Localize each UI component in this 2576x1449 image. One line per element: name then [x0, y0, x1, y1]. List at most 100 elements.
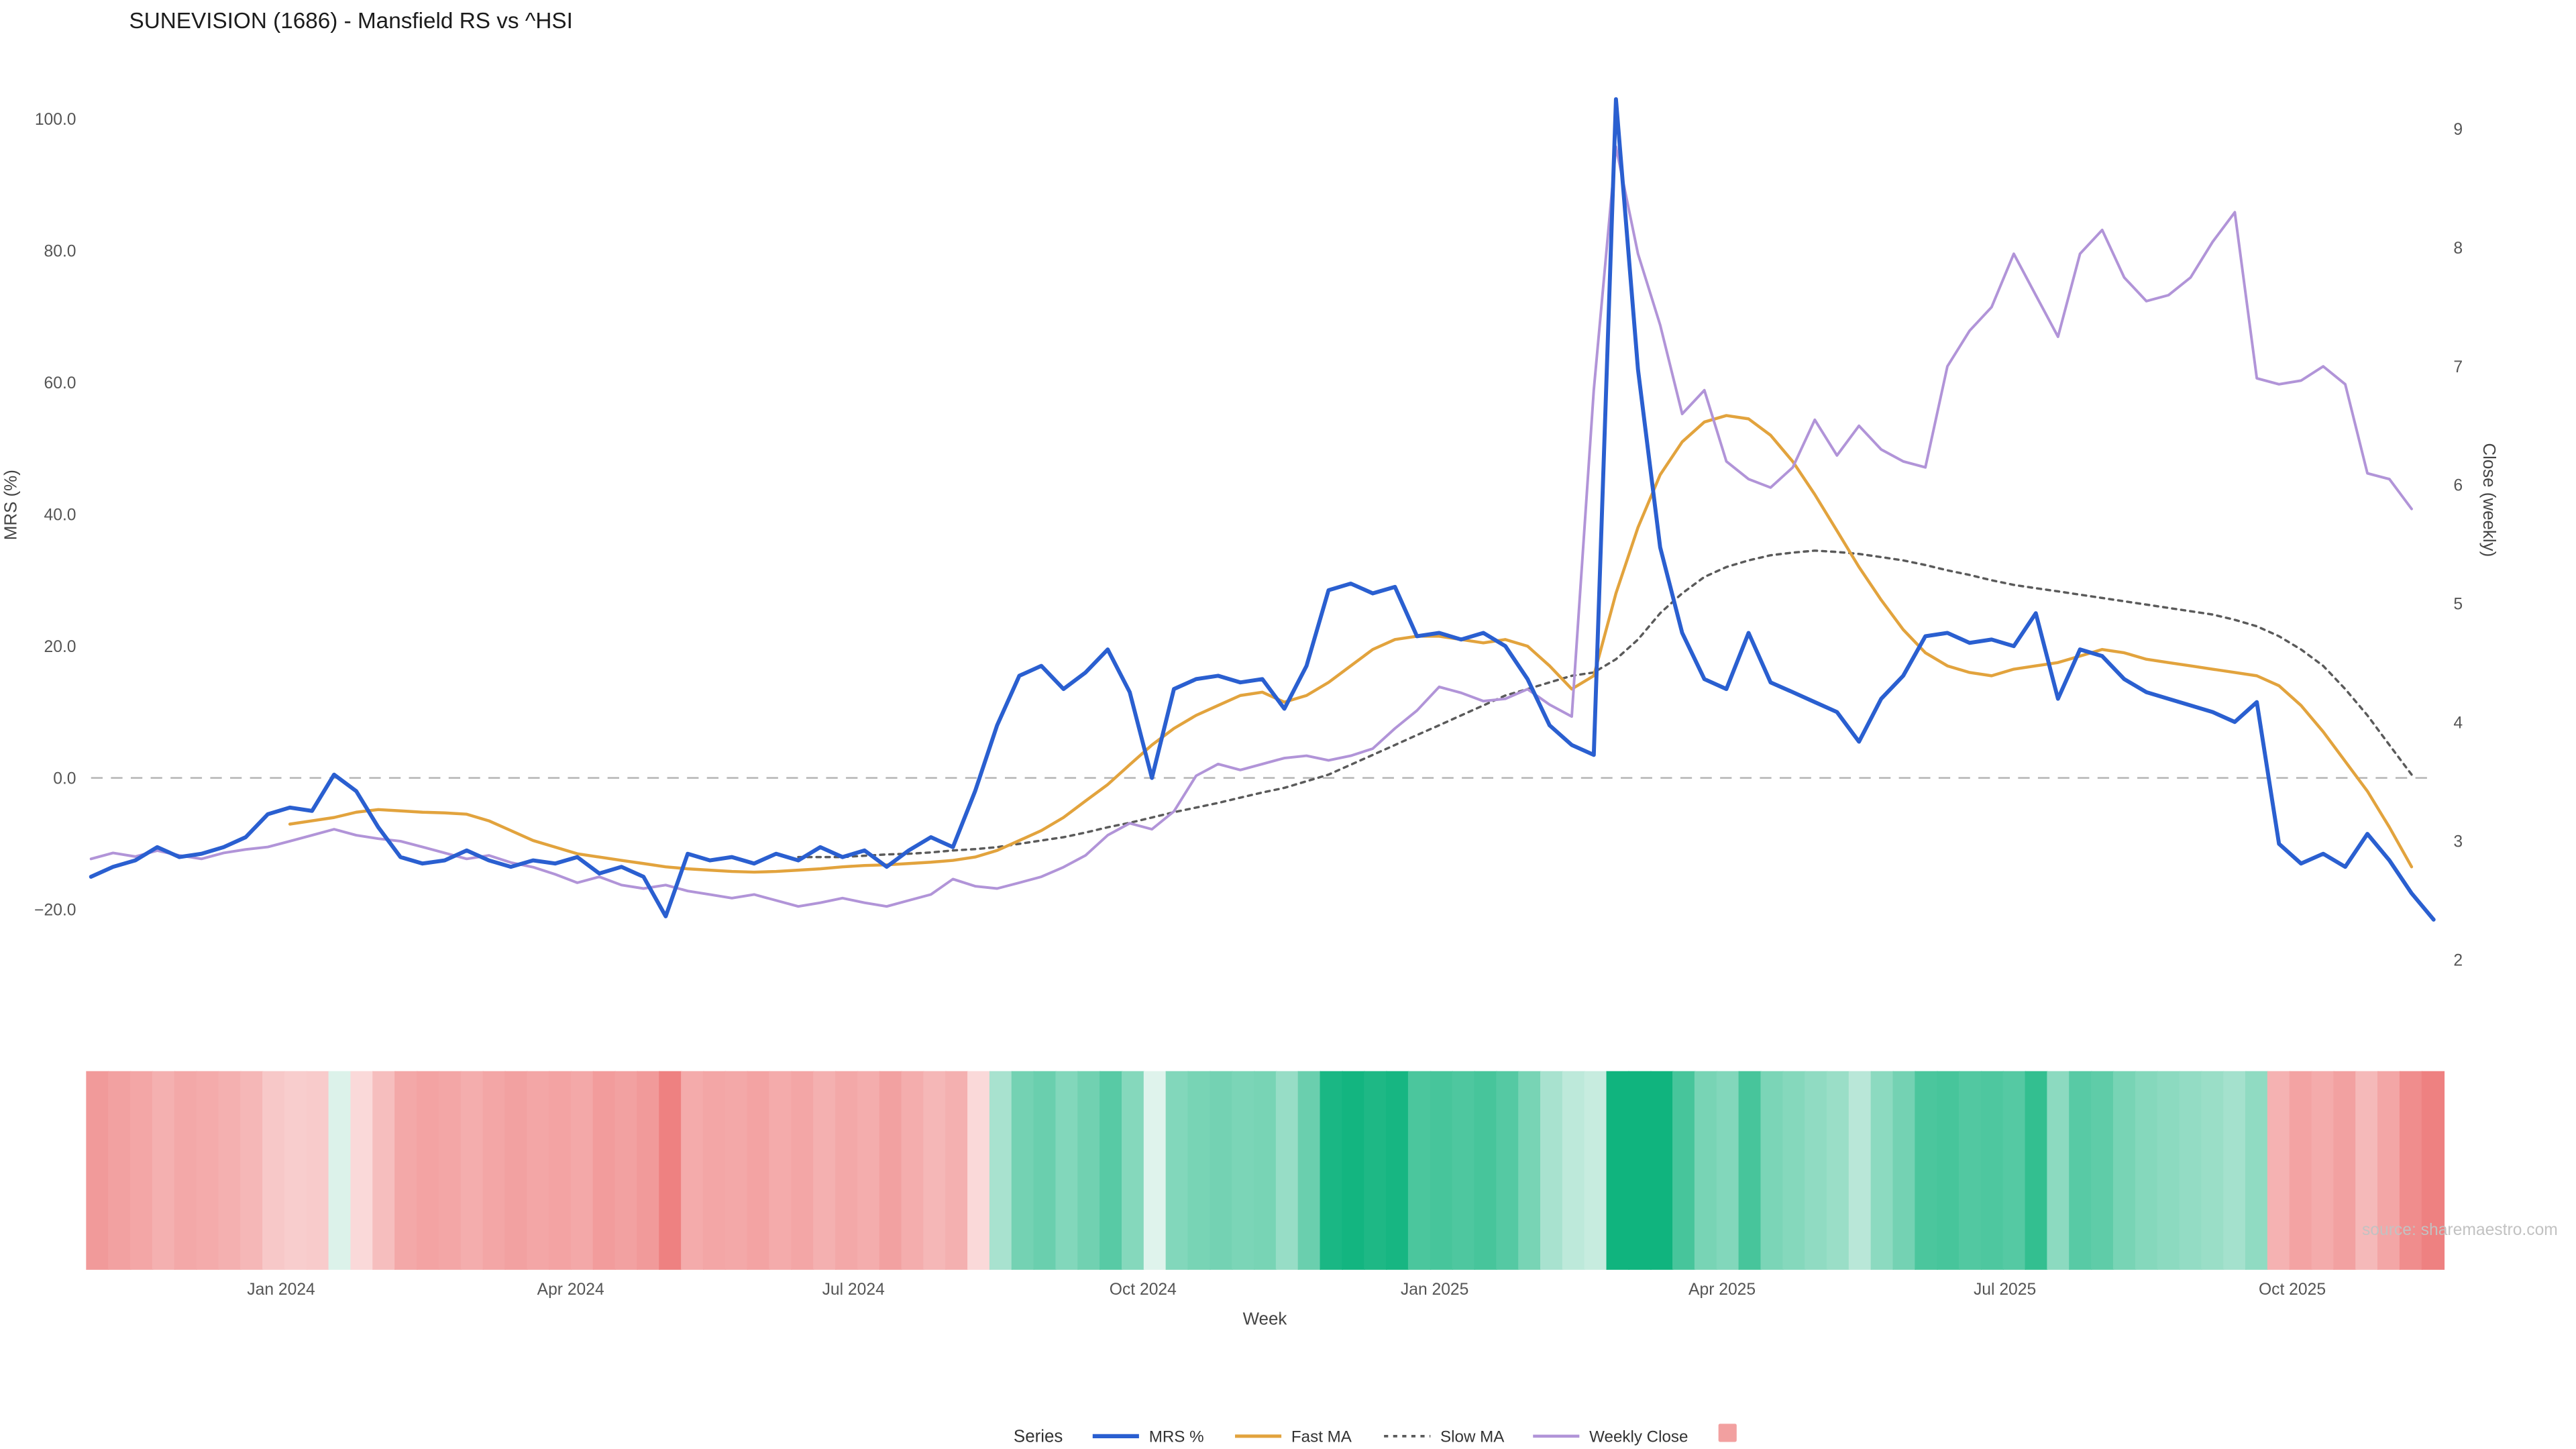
- heatmap-cell: [1672, 1071, 1696, 1270]
- x-tick-label: Jul 2024: [822, 1281, 885, 1299]
- heatmap-cell: [240, 1071, 264, 1270]
- heatmap-cell: [702, 1071, 727, 1270]
- heatmap-cell: [1210, 1071, 1233, 1270]
- y-right-tick-label: 2: [2453, 951, 2463, 969]
- slow-ma-line: [797, 549, 2413, 859]
- y-left-tick-label: −20.0: [34, 902, 76, 920]
- heatmap-cell: [2201, 1071, 2224, 1270]
- heatmap-cell: [152, 1071, 176, 1270]
- y-left-tick-label: 0.0: [53, 769, 76, 788]
- heatmap-cell: [1892, 1071, 1916, 1270]
- heatmap-cell: [1738, 1071, 1762, 1270]
- chart-title: SUNEVISION (1686) - Mansfield RS vs ^HSI: [129, 9, 572, 34]
- heatmap-cell: [1540, 1071, 1564, 1270]
- heatmap-cell: [1099, 1071, 1123, 1270]
- heatmap-cell: [2091, 1071, 2114, 1270]
- heatmap-cell: [306, 1071, 330, 1270]
- heatmap-cell: [2399, 1071, 2423, 1270]
- fast-ma-line: [288, 414, 2414, 874]
- heatmap-cell: [769, 1071, 792, 1270]
- heatmap-cell: [1562, 1071, 1586, 1270]
- heatmap-cell: [1496, 1071, 1519, 1270]
- heatmap-cell: [1033, 1071, 1057, 1270]
- heatmap-cell: [1055, 1071, 1079, 1270]
- y-left-tick-label: 80.0: [44, 243, 76, 261]
- heatmap-cell: [394, 1071, 418, 1270]
- y-right-tick-label: 3: [2453, 833, 2463, 851]
- heatmap-cell: [2267, 1071, 2291, 1270]
- heatmap-cell: [130, 1071, 154, 1270]
- heatmap-cell: [549, 1071, 572, 1270]
- heatmap-cell: [570, 1071, 594, 1270]
- heatmap-cell: [1474, 1071, 1497, 1270]
- heatmap-cell: [1915, 1071, 1938, 1270]
- heatmap-cell: [2047, 1071, 2070, 1270]
- heatmap-cell: [2135, 1071, 2159, 1270]
- mrs-line: [89, 97, 2436, 922]
- heatmap-cell: [2002, 1071, 2027, 1270]
- y-left-tick-labels: 100.0 80.0 60.0 40.0 20.0 0.0 −20.0: [34, 111, 76, 920]
- legend-fast-ma-label[interactable]: Fast MA: [1291, 1428, 1352, 1446]
- heatmap-cell: [416, 1071, 440, 1270]
- heatmap-cell: [724, 1071, 749, 1270]
- heatmap-cell: [350, 1071, 374, 1270]
- x-axis-title: Week: [1243, 1309, 1287, 1328]
- heatmap-cell: [2245, 1071, 2269, 1270]
- heatmap-cell: [1187, 1071, 1211, 1270]
- y-right-tick-label: 8: [2453, 239, 2463, 258]
- weekly-close-line: [89, 145, 2413, 908]
- x-tick-labels: Jan 2024 Apr 2024 Jul 2024 Oct 2024 Jan 2025…: [247, 1281, 2326, 1299]
- heatmap-cell: [945, 1071, 969, 1270]
- heatmap-cell: [1364, 1071, 1387, 1270]
- y-right-tick-label: 9: [2453, 121, 2463, 139]
- series-path-mrs-: [89, 97, 2436, 922]
- heatmap-cell: [1011, 1071, 1035, 1270]
- x-tick-label: Oct 2025: [2259, 1281, 2326, 1299]
- y-left-tick-label: 100.0: [35, 111, 76, 129]
- legend-weekly-close-label[interactable]: Weekly Close: [1589, 1428, 1688, 1446]
- heatmap-cell: [592, 1071, 616, 1270]
- legend-slow-ma-label[interactable]: Slow MA: [1440, 1428, 1505, 1446]
- heatmap-cell: [1143, 1071, 1167, 1270]
- heatmap-cell: [1232, 1071, 1255, 1270]
- heatmap-cell: [1342, 1071, 1365, 1270]
- heatmap-cell: [1694, 1071, 1718, 1270]
- heatmap-cell: [527, 1071, 550, 1270]
- legend-mrs-label[interactable]: MRS %: [1149, 1428, 1204, 1446]
- heatmap-cell: [196, 1071, 219, 1270]
- heatmap-cell: [1407, 1071, 1432, 1270]
- series-path-slow-ma: [797, 549, 2413, 859]
- x-tick-label: Jan 2025: [1401, 1281, 1468, 1299]
- heatmap-cell: [372, 1071, 396, 1270]
- heatmap-cell: [1826, 1071, 1850, 1270]
- y-left-axis-title: MRS (%): [2, 470, 21, 540]
- heatmap-cell: [1760, 1071, 1784, 1270]
- heatmap-cell: [1959, 1071, 1982, 1270]
- heatmap-cell: [460, 1071, 484, 1270]
- heatmap-cell: [1320, 1071, 1343, 1270]
- heatmap-cell: [1297, 1071, 1322, 1270]
- heatmap-cell: [1848, 1071, 1872, 1270]
- y-right-tick-label: 7: [2453, 358, 2463, 376]
- heatmap-cell: [2377, 1071, 2401, 1270]
- y-right-tick-labels: 9 8 7 6 5 4 3 2: [2453, 121, 2463, 969]
- heatmap-cell: [1782, 1071, 1806, 1270]
- heatmap-cell: [1386, 1071, 1409, 1270]
- legend: Series MRS % Fast MA Slow MA Weekly Clos…: [1014, 1424, 1737, 1446]
- legend-title: Series: [1014, 1428, 1063, 1446]
- heatmap-cell: [1077, 1071, 1101, 1270]
- heatmap-cell: [328, 1071, 352, 1270]
- heatmap-cell: [2223, 1071, 2247, 1270]
- y-right-tick-label: 4: [2453, 714, 2463, 733]
- series-path-weekly-close: [89, 145, 2413, 908]
- heatmap-cell: [2421, 1071, 2445, 1270]
- heatmap-cell: [174, 1071, 198, 1270]
- legend-heatmap-swatch[interactable]: [1718, 1424, 1737, 1442]
- heatmap-cell: [614, 1071, 638, 1270]
- heatmap-cell: [791, 1071, 814, 1270]
- heatmap-cell: [2311, 1071, 2334, 1270]
- heatmap-cell: [1452, 1071, 1475, 1270]
- heatmap-cell: [813, 1071, 837, 1270]
- heatmap-cell: [2355, 1071, 2379, 1270]
